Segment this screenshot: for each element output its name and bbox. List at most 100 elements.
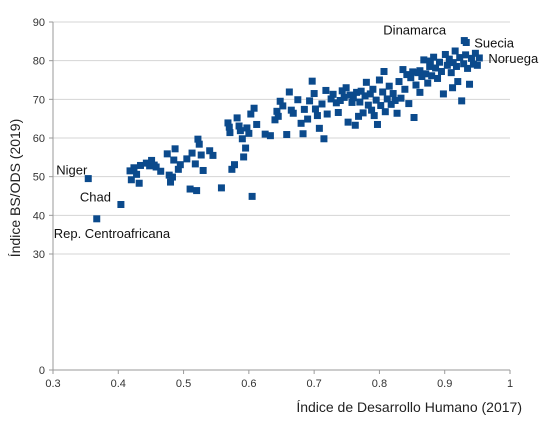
data-point [391,96,399,104]
data-point [409,68,417,76]
data-point [130,164,138,172]
data-point [136,161,144,169]
data-point [329,90,337,98]
data-point [174,165,182,173]
data-point [93,215,101,223]
data-point [416,67,424,75]
data-point [217,184,225,192]
data-point [279,102,287,110]
data-point [311,105,319,113]
annotation-dinamarca: Dinamarca [383,23,447,38]
data-point [426,57,434,65]
data-point [253,120,261,128]
data-point [428,72,436,80]
data-point [449,84,457,92]
data-point [300,105,308,113]
data-point [395,78,403,86]
data-point [310,90,318,98]
data-point [194,135,202,143]
data-point [385,82,393,90]
data-point [359,109,367,117]
data-point [315,124,323,132]
data-point [368,106,376,114]
data-point [375,76,383,84]
data-point [228,165,236,173]
data-point [420,56,428,64]
y-tick-label: 80 [33,56,45,68]
data-point [323,110,331,118]
annotation-noruega: Noruega [488,51,539,66]
x-tick-labels: 0.3 0.4 0.5 0.6 0.7 0.8 0.9 1 [45,370,513,390]
data-point [452,62,460,70]
data-point [362,78,370,86]
data-point [377,102,385,110]
data-point [195,140,203,148]
data-point [236,127,244,135]
data-point [245,129,253,137]
x-tick-label: 0.3 [45,378,60,390]
data-point [188,149,196,157]
data-point [364,101,372,109]
data-point [170,156,178,164]
data-point [224,119,232,127]
data-point [133,170,141,178]
data-point [235,122,243,130]
data-point [276,97,284,105]
data-point [426,62,434,70]
y-tick-labels: 0 30 40 50 60 70 80 90 [33,17,53,377]
data-point [351,121,359,129]
data-point [445,55,453,63]
data-point [467,54,475,62]
data-point [167,178,175,186]
data-point [127,176,135,184]
data-point [399,66,407,74]
data-point [334,108,342,116]
data-point [171,145,179,153]
data-point [148,156,156,164]
data-point [449,59,457,67]
data-point [397,94,405,102]
y-tick-label: 60 [33,133,45,145]
data-point [183,155,191,163]
data-point [401,85,409,93]
x-tick-label: 1 [507,378,513,390]
data-point [349,94,357,102]
data-point [199,166,207,174]
annotation-rep-centroafricana: Rep. Centroafricana [54,226,171,241]
data-point [416,88,424,96]
data-point [152,163,160,171]
data-point [304,115,312,123]
data-point [294,96,302,104]
data-point [84,175,92,183]
data-point [146,162,154,170]
data-point [458,97,466,105]
data-point [243,124,251,132]
gridlines [53,21,510,255]
x-tick-label: 0.4 [111,378,126,390]
data-point [320,135,328,143]
data-point [361,92,369,100]
data-point [283,131,291,139]
y-tick-label: 50 [33,172,45,184]
data-point [405,100,413,108]
data-point [389,90,397,98]
y-tick-label: 90 [33,17,45,29]
data-points [84,37,483,223]
data-point [393,109,401,117]
data-point [424,79,432,87]
data-point [466,80,474,88]
data-point [379,88,387,96]
data-point [297,119,305,127]
data-point [299,130,307,138]
data-point [443,61,451,69]
data-point [344,118,352,126]
data-point [471,49,479,57]
data-point [135,179,143,187]
data-point [369,85,377,93]
data-point [447,69,455,77]
data-point [348,98,356,106]
data-point [387,100,395,108]
data-point [126,167,134,175]
